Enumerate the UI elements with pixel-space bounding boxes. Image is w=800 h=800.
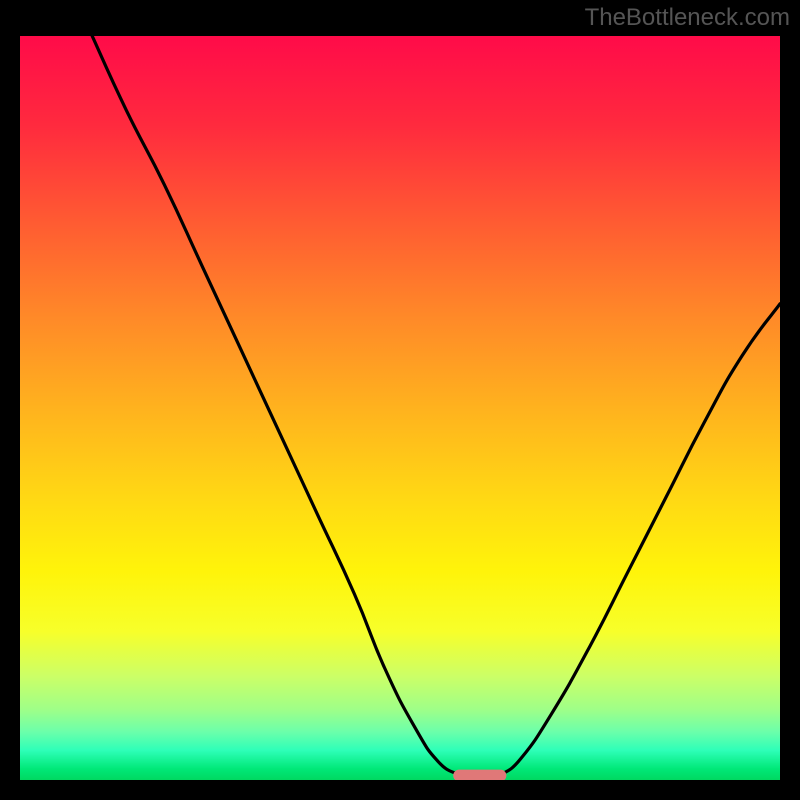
chart-stage: TheBottleneck.com: [0, 0, 800, 800]
bottleneck-marker: [453, 770, 506, 782]
plot-background: [20, 36, 780, 780]
watermark-text: TheBottleneck.com: [585, 4, 790, 32]
chart-svg: [0, 0, 800, 800]
